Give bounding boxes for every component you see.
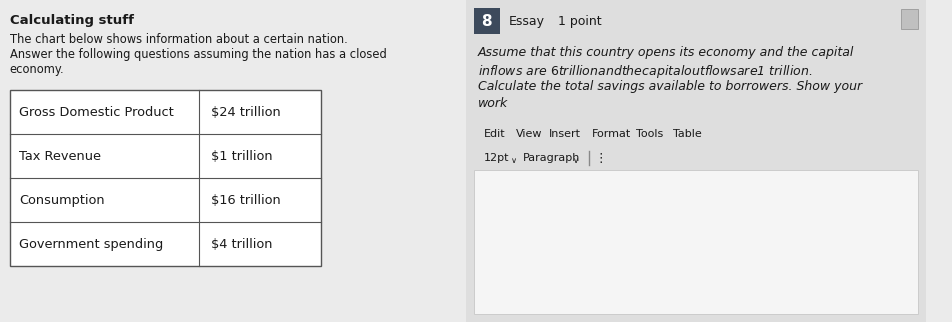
Text: $4 trillion: $4 trillion (210, 238, 272, 251)
Text: Edit: Edit (484, 129, 506, 139)
FancyBboxPatch shape (0, 0, 464, 322)
Text: Calculating stuff: Calculating stuff (10, 14, 133, 27)
Text: Tools: Tools (635, 129, 663, 139)
Text: Insert: Insert (548, 129, 580, 139)
Text: Essay: Essay (508, 14, 545, 27)
FancyBboxPatch shape (474, 170, 918, 314)
Text: ∨: ∨ (573, 156, 579, 165)
Text: View: View (516, 129, 543, 139)
Text: Consumption: Consumption (19, 194, 105, 206)
Text: Gross Domestic Product: Gross Domestic Product (19, 106, 174, 118)
Text: inflows are $6 trillion and the capital outflows are $1 trillion.: inflows are $6 trillion and the capital … (478, 63, 812, 80)
Text: Government spending: Government spending (19, 238, 164, 251)
Text: ⋮: ⋮ (594, 151, 606, 165)
Text: 8: 8 (481, 14, 491, 29)
Text: Calculate the total savings available to borrowers. Show your: Calculate the total savings available to… (478, 80, 862, 93)
Text: Assume that this country opens its economy and the capital: Assume that this country opens its econo… (478, 46, 854, 59)
FancyBboxPatch shape (10, 90, 321, 266)
Text: economy.: economy. (10, 63, 65, 76)
FancyBboxPatch shape (900, 9, 918, 29)
Text: Tax Revenue: Tax Revenue (19, 149, 101, 163)
Text: Answer the following questions assuming the nation has a closed: Answer the following questions assuming … (10, 48, 387, 61)
FancyBboxPatch shape (466, 0, 925, 322)
Text: ∨: ∨ (510, 156, 517, 165)
Text: $1 trillion: $1 trillion (210, 149, 272, 163)
Text: Paragraph: Paragraph (523, 153, 580, 163)
FancyBboxPatch shape (474, 8, 499, 34)
Text: work: work (478, 97, 507, 110)
Text: $16 trillion: $16 trillion (210, 194, 280, 206)
Text: $24 trillion: $24 trillion (210, 106, 280, 118)
Text: 1 point: 1 point (557, 14, 601, 27)
Text: Table: Table (673, 129, 702, 139)
Text: 12pt: 12pt (484, 153, 509, 163)
Text: Format: Format (591, 129, 630, 139)
Text: The chart below shows information about a certain nation.: The chart below shows information about … (10, 33, 347, 46)
